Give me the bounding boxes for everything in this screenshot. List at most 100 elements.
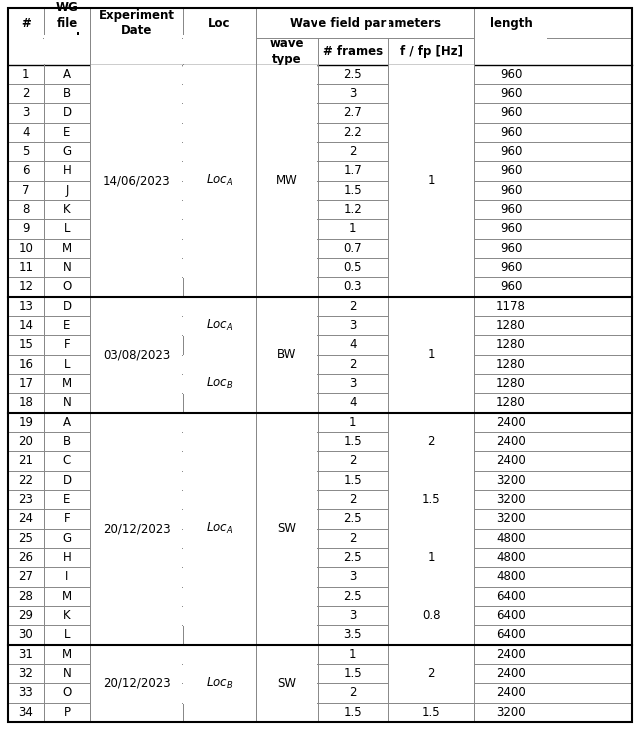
Bar bbox=[91, 510, 182, 530]
Text: 960: 960 bbox=[500, 280, 522, 293]
Text: 1280: 1280 bbox=[496, 339, 526, 351]
Text: D: D bbox=[63, 107, 72, 119]
Bar bbox=[257, 258, 317, 278]
Text: 6: 6 bbox=[22, 164, 29, 177]
Text: 2: 2 bbox=[349, 300, 356, 312]
Text: 3: 3 bbox=[349, 609, 356, 622]
Text: 26: 26 bbox=[19, 551, 33, 564]
Text: 2: 2 bbox=[349, 686, 356, 699]
Bar bbox=[183, 587, 256, 607]
Text: M: M bbox=[62, 648, 72, 661]
Bar bbox=[183, 548, 256, 568]
Bar bbox=[257, 664, 317, 684]
Text: 0.5: 0.5 bbox=[344, 261, 362, 274]
Bar bbox=[183, 645, 256, 665]
Text: E: E bbox=[63, 126, 70, 139]
Text: 23: 23 bbox=[19, 493, 33, 506]
Text: 2: 2 bbox=[349, 455, 356, 467]
Text: 2.5: 2.5 bbox=[344, 590, 362, 603]
Bar bbox=[183, 65, 256, 85]
Text: D: D bbox=[63, 474, 72, 487]
Text: 2400: 2400 bbox=[496, 686, 526, 699]
Text: SW: SW bbox=[277, 677, 296, 690]
Bar bbox=[257, 471, 317, 491]
Text: L: L bbox=[64, 629, 70, 642]
Text: 1: 1 bbox=[428, 174, 435, 187]
Text: 1178: 1178 bbox=[496, 300, 526, 312]
Bar bbox=[91, 35, 182, 64]
Text: 2: 2 bbox=[349, 531, 356, 545]
Text: F: F bbox=[63, 512, 70, 526]
Text: 20/12/2023: 20/12/2023 bbox=[103, 677, 170, 690]
Bar bbox=[388, 85, 474, 104]
Text: N: N bbox=[63, 261, 71, 274]
Bar bbox=[257, 161, 317, 182]
Text: 2: 2 bbox=[349, 493, 356, 506]
Text: O: O bbox=[62, 280, 72, 293]
Text: 2: 2 bbox=[349, 358, 356, 371]
Text: 13: 13 bbox=[19, 300, 33, 312]
Bar bbox=[257, 200, 317, 220]
Text: 3200: 3200 bbox=[496, 493, 525, 506]
Bar bbox=[257, 123, 317, 143]
Text: 3200: 3200 bbox=[496, 706, 525, 719]
Text: 960: 960 bbox=[500, 164, 522, 177]
Text: 19: 19 bbox=[19, 416, 33, 429]
Bar bbox=[91, 452, 182, 472]
Text: 34: 34 bbox=[19, 706, 33, 719]
Bar bbox=[183, 85, 256, 104]
Text: 14: 14 bbox=[19, 319, 33, 332]
Text: 20: 20 bbox=[19, 435, 33, 448]
Text: 03/08/2023: 03/08/2023 bbox=[103, 348, 170, 361]
Bar bbox=[388, 355, 474, 375]
Text: D: D bbox=[63, 300, 72, 312]
Text: 3: 3 bbox=[22, 107, 29, 119]
Bar bbox=[91, 684, 182, 704]
Text: O: O bbox=[62, 686, 72, 699]
Text: B: B bbox=[63, 435, 71, 448]
Bar bbox=[388, 161, 474, 182]
Text: 3200: 3200 bbox=[496, 474, 525, 487]
Bar bbox=[183, 297, 256, 317]
Text: 4: 4 bbox=[349, 339, 356, 351]
Text: 16: 16 bbox=[19, 358, 33, 371]
Bar bbox=[183, 568, 256, 588]
Bar bbox=[183, 123, 256, 143]
Bar bbox=[257, 142, 317, 162]
Text: 1.5: 1.5 bbox=[344, 706, 362, 719]
Bar bbox=[183, 258, 256, 278]
Bar bbox=[183, 316, 256, 337]
Bar bbox=[257, 452, 317, 472]
Bar bbox=[257, 491, 317, 510]
Text: 4: 4 bbox=[22, 126, 29, 139]
Bar bbox=[91, 664, 182, 684]
Bar bbox=[183, 432, 256, 453]
Bar bbox=[388, 220, 474, 239]
Text: Experiment
Date: Experiment Date bbox=[99, 9, 175, 37]
Text: K: K bbox=[63, 203, 71, 216]
Text: E: E bbox=[63, 493, 70, 506]
Text: G: G bbox=[63, 531, 72, 545]
Bar bbox=[183, 471, 256, 491]
Bar bbox=[91, 336, 182, 356]
Text: 3: 3 bbox=[349, 377, 356, 390]
Text: 5: 5 bbox=[22, 145, 29, 158]
Text: 8: 8 bbox=[22, 203, 29, 216]
Text: 24: 24 bbox=[19, 512, 33, 526]
Bar bbox=[388, 548, 474, 568]
Text: 2: 2 bbox=[428, 667, 435, 680]
Text: 25: 25 bbox=[19, 531, 33, 545]
Bar bbox=[388, 142, 474, 162]
Bar bbox=[257, 355, 317, 375]
Bar bbox=[91, 568, 182, 588]
Bar bbox=[257, 645, 317, 665]
Bar bbox=[257, 297, 317, 317]
Bar bbox=[257, 548, 317, 568]
Text: WG
file
mark: WG file mark bbox=[50, 1, 84, 45]
Text: 2400: 2400 bbox=[496, 435, 526, 448]
Text: #: # bbox=[21, 17, 31, 29]
Bar bbox=[91, 220, 182, 239]
Bar bbox=[257, 568, 317, 588]
Bar bbox=[257, 374, 317, 394]
Text: 4800: 4800 bbox=[496, 551, 525, 564]
